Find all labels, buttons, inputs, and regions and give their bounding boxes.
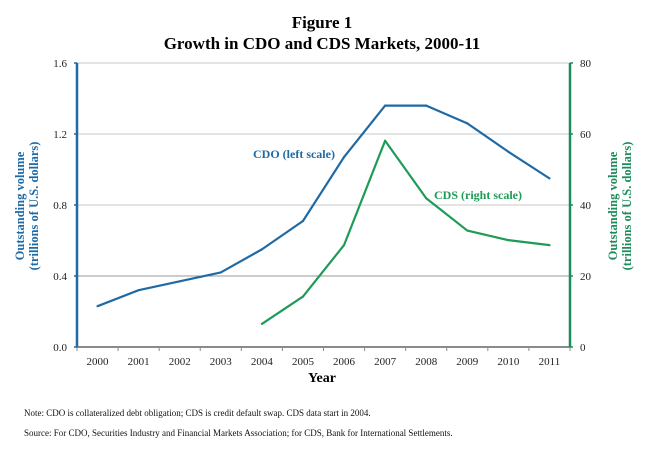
cds-data-point	[301, 295, 305, 298]
cds-data-point	[466, 229, 469, 232]
x-tick-label: 2000	[87, 356, 110, 368]
chart-title: Figure 1	[292, 13, 353, 32]
cdo-data-point	[548, 177, 551, 180]
right-tick-label: 80	[580, 58, 592, 70]
cdo-data-point	[219, 271, 222, 274]
cds-data-point	[384, 139, 387, 142]
cdo-data-point	[137, 289, 140, 292]
cdo-data-point	[178, 280, 181, 283]
cdo-data-point	[384, 104, 387, 107]
x-tick-label: 2003	[210, 356, 233, 368]
x-tick-label: 2008	[415, 356, 438, 368]
right-axis-title-line-2: (trillions of U.S. dollars)	[620, 142, 634, 271]
right-axis-ticks: 0 20 40 60 80	[570, 58, 592, 354]
cdo-data-point	[507, 150, 510, 153]
cds-data-point	[342, 244, 346, 247]
x-tick-label: 2007	[374, 356, 397, 368]
x-axis-ticks: 2000 2001 2002 2003 2004 2005 2006 2007 2008 2009…	[76, 347, 571, 368]
left-tick-label: 0.4	[53, 271, 67, 283]
left-axis-title-line-1: Outstanding volume	[13, 151, 27, 260]
left-axis-ticks: 0.0 0.4 0.8 1.2 1.6	[53, 58, 77, 354]
left-tick-label: 0.8	[53, 200, 67, 212]
x-tick-label: 2004	[251, 356, 274, 368]
cdo-data-point	[96, 305, 99, 308]
cds-series-line	[261, 139, 550, 325]
x-tick-label: 2006	[333, 356, 356, 368]
right-tick-label: 20	[580, 271, 592, 283]
left-axis-title-line-2: (trillions of U.S. dollars)	[27, 142, 41, 271]
gridlines	[77, 62, 570, 277]
left-axis-title: Outstanding volume (trillions of U.S. do…	[13, 142, 41, 271]
right-tick-label: 60	[580, 129, 592, 141]
left-tick-label: 1.2	[53, 129, 67, 141]
chart-subtitle: Growth in CDO and CDS Markets, 2000-11	[164, 34, 481, 53]
cdo-data-point	[342, 155, 346, 159]
cds-data-point	[425, 197, 428, 200]
cdo-data-point	[425, 104, 428, 107]
right-tick-label: 0	[580, 342, 586, 354]
left-tick-label: 1.6	[53, 58, 67, 70]
series-lines	[96, 104, 551, 326]
cdo-data-point	[260, 248, 263, 251]
cdo-series-line	[97, 104, 551, 308]
x-tick-label: 2005	[292, 356, 315, 368]
chart-note: Note: CDO is collateralized debt obligat…	[24, 408, 371, 418]
x-tick-label: 2001	[128, 356, 150, 368]
right-axis-title-line-1: Outstanding volume	[606, 151, 620, 260]
x-tick-label: 2011	[539, 356, 561, 368]
x-tick-label: 2010	[497, 356, 520, 368]
x-axis-title: Year	[308, 371, 336, 386]
right-tick-label: 40	[580, 200, 592, 212]
cdo-data-point	[466, 122, 469, 125]
x-tick-label: 2009	[456, 356, 479, 368]
cdo-data-point	[301, 219, 305, 223]
cds-data-point	[260, 322, 263, 326]
x-tick-label: 2002	[169, 356, 191, 368]
cds-series-label: CDS (right scale)	[434, 188, 522, 202]
left-tick-label: 0.0	[53, 342, 67, 354]
cds-data-point	[507, 239, 510, 242]
right-axis-title: Outstanding volume (trillions of U.S. do…	[606, 142, 634, 271]
chart-source: Source: For CDO, Securities Industry and…	[24, 428, 453, 438]
cds-data-point	[548, 244, 551, 247]
cdo-series-label: CDO (left scale)	[253, 147, 335, 161]
